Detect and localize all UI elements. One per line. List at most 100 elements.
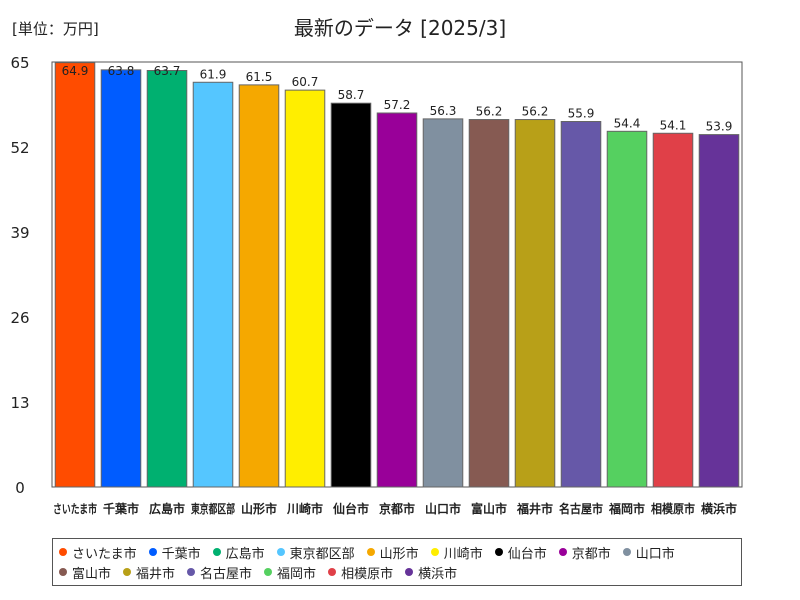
bar — [146, 70, 188, 488]
bar-value-label: 61.9 — [200, 67, 227, 81]
y-tick-label: 39 — [10, 224, 29, 242]
legend-label: 山形市 — [379, 546, 419, 562]
legend-marker — [558, 548, 567, 556]
bar-value-label: 61.5 — [246, 70, 273, 84]
bar — [698, 134, 740, 488]
legend-item: 山形市 — [366, 542, 419, 562]
legend-label: 東京都区部 — [289, 546, 355, 562]
bar-value-label: 55.9 — [568, 107, 595, 121]
legend-item: 名古屋市 — [187, 562, 252, 582]
x-tick-label: 東京都区部 — [191, 501, 235, 516]
legend-item: 仙台市 — [494, 542, 547, 562]
legend-marker — [494, 548, 503, 556]
bar-value-label: 56.3 — [430, 104, 457, 118]
legend-item: さいたま市 — [59, 542, 137, 562]
y-tick-label: 13 — [10, 394, 29, 412]
legend-item: 横浜市 — [405, 562, 457, 582]
legend-item: 相模原市 — [328, 562, 393, 582]
legend-label: 京都市 — [571, 546, 611, 562]
legend-marker — [276, 548, 285, 556]
bar-value-label: 58.7 — [338, 88, 365, 102]
x-tick-label: 相模原市 — [651, 501, 695, 516]
legend-marker — [123, 568, 132, 576]
bar-value-label: 56.2 — [522, 105, 549, 119]
bar-value-label: 54.4 — [614, 116, 641, 130]
legend-item: 川崎市 — [430, 542, 483, 562]
chart-title: 最新のデータ [2025/3] — [293, 16, 507, 40]
legend-item: 山口市 — [622, 542, 675, 562]
legend-label: 横浜市 — [418, 566, 458, 582]
legend-label: さいたま市 — [72, 546, 137, 562]
bar-value-label: 63.8 — [108, 64, 135, 78]
bar-value-label: 53.9 — [706, 120, 733, 134]
x-tick-label: 名古屋市 — [559, 501, 603, 516]
bar-chart: 64.9 63.8 63.7 61.9 61.5 60.7 58.7 57.2 56.3 56.2… — [10, 54, 743, 516]
legend-marker — [264, 568, 273, 576]
bar — [514, 119, 556, 488]
legend-label: 千葉市 — [161, 546, 201, 562]
x-tick-label: 山口市 — [425, 501, 461, 516]
legend-item: 富山市 — [59, 562, 111, 582]
bar — [652, 132, 694, 488]
x-tick-label: 京都市 — [379, 501, 415, 516]
bar — [422, 118, 464, 488]
x-tick-label: 富山市 — [471, 501, 507, 516]
bar — [284, 89, 326, 488]
legend-item: 京都市 — [558, 542, 611, 562]
legend-item: 広島市 — [212, 542, 265, 562]
legend-item: 福岡市 — [264, 562, 316, 582]
y-tick-label: 0 — [15, 479, 25, 497]
bar-value-label: 54.1 — [660, 118, 687, 132]
bar — [560, 121, 602, 488]
legend: さいたま市 千葉市 広島市 東京都区部 山形市 川崎市 仙台市 京都市 山口市富山市 福井市 名古屋… — [52, 538, 742, 586]
legend-label: 名古屋市 — [200, 566, 253, 582]
legend-item: 福井市 — [123, 562, 175, 582]
legend-label: 相模原市 — [341, 566, 394, 582]
legend-marker — [622, 548, 631, 556]
legend-marker — [405, 568, 414, 576]
bar-value-label: 57.2 — [384, 98, 411, 112]
legend-label: 広島市 — [225, 546, 265, 562]
bar-value-label: 56.2 — [476, 105, 503, 119]
legend-marker — [187, 568, 196, 576]
y-tick-label: 65 — [10, 54, 29, 72]
y-tick-label: 26 — [10, 309, 29, 327]
bar — [330, 102, 372, 488]
bar — [238, 84, 280, 488]
legend-label: 福岡市 — [277, 566, 317, 582]
bar-value-label: 63.7 — [154, 64, 181, 78]
x-tick-label: 山形市 — [241, 501, 277, 516]
legend-item: 千葉市 — [148, 542, 201, 562]
legend-label: 富山市 — [72, 566, 112, 582]
legend-item: 東京都区部 — [276, 542, 355, 562]
legend-marker — [430, 548, 439, 556]
legend-label: 山口市 — [635, 546, 675, 562]
legend-label: 仙台市 — [507, 546, 547, 562]
bar-value-label: 60.7 — [292, 75, 319, 89]
x-tick-label: さいたま市 — [53, 501, 97, 516]
legend-label: 川崎市 — [443, 546, 483, 562]
legend-marker — [212, 548, 221, 556]
bar — [54, 62, 96, 488]
bar — [100, 69, 142, 488]
x-tick-label: 広島市 — [149, 501, 185, 516]
x-tick-label: 千葉市 — [103, 501, 139, 516]
y-tick-label: 52 — [10, 139, 29, 157]
legend-marker — [59, 548, 67, 556]
legend-marker — [148, 548, 157, 556]
x-tick-label: 川崎市 — [286, 501, 323, 516]
bar — [192, 81, 234, 488]
legend-label: 福井市 — [136, 566, 176, 582]
x-tick-label: 福井市 — [516, 501, 553, 516]
bar — [376, 112, 418, 488]
legend-marker — [59, 568, 67, 576]
legend-marker — [328, 568, 337, 576]
x-tick-label: 仙台市 — [333, 501, 369, 516]
bar-value-label: 64.9 — [62, 64, 89, 78]
x-tick-label: 横浜市 — [701, 501, 737, 516]
bar — [606, 130, 648, 488]
bar — [468, 119, 510, 488]
x-tick-label: 福岡市 — [608, 501, 645, 516]
legend-marker — [366, 548, 375, 556]
unit-label: [単位：万円] — [12, 20, 99, 38]
